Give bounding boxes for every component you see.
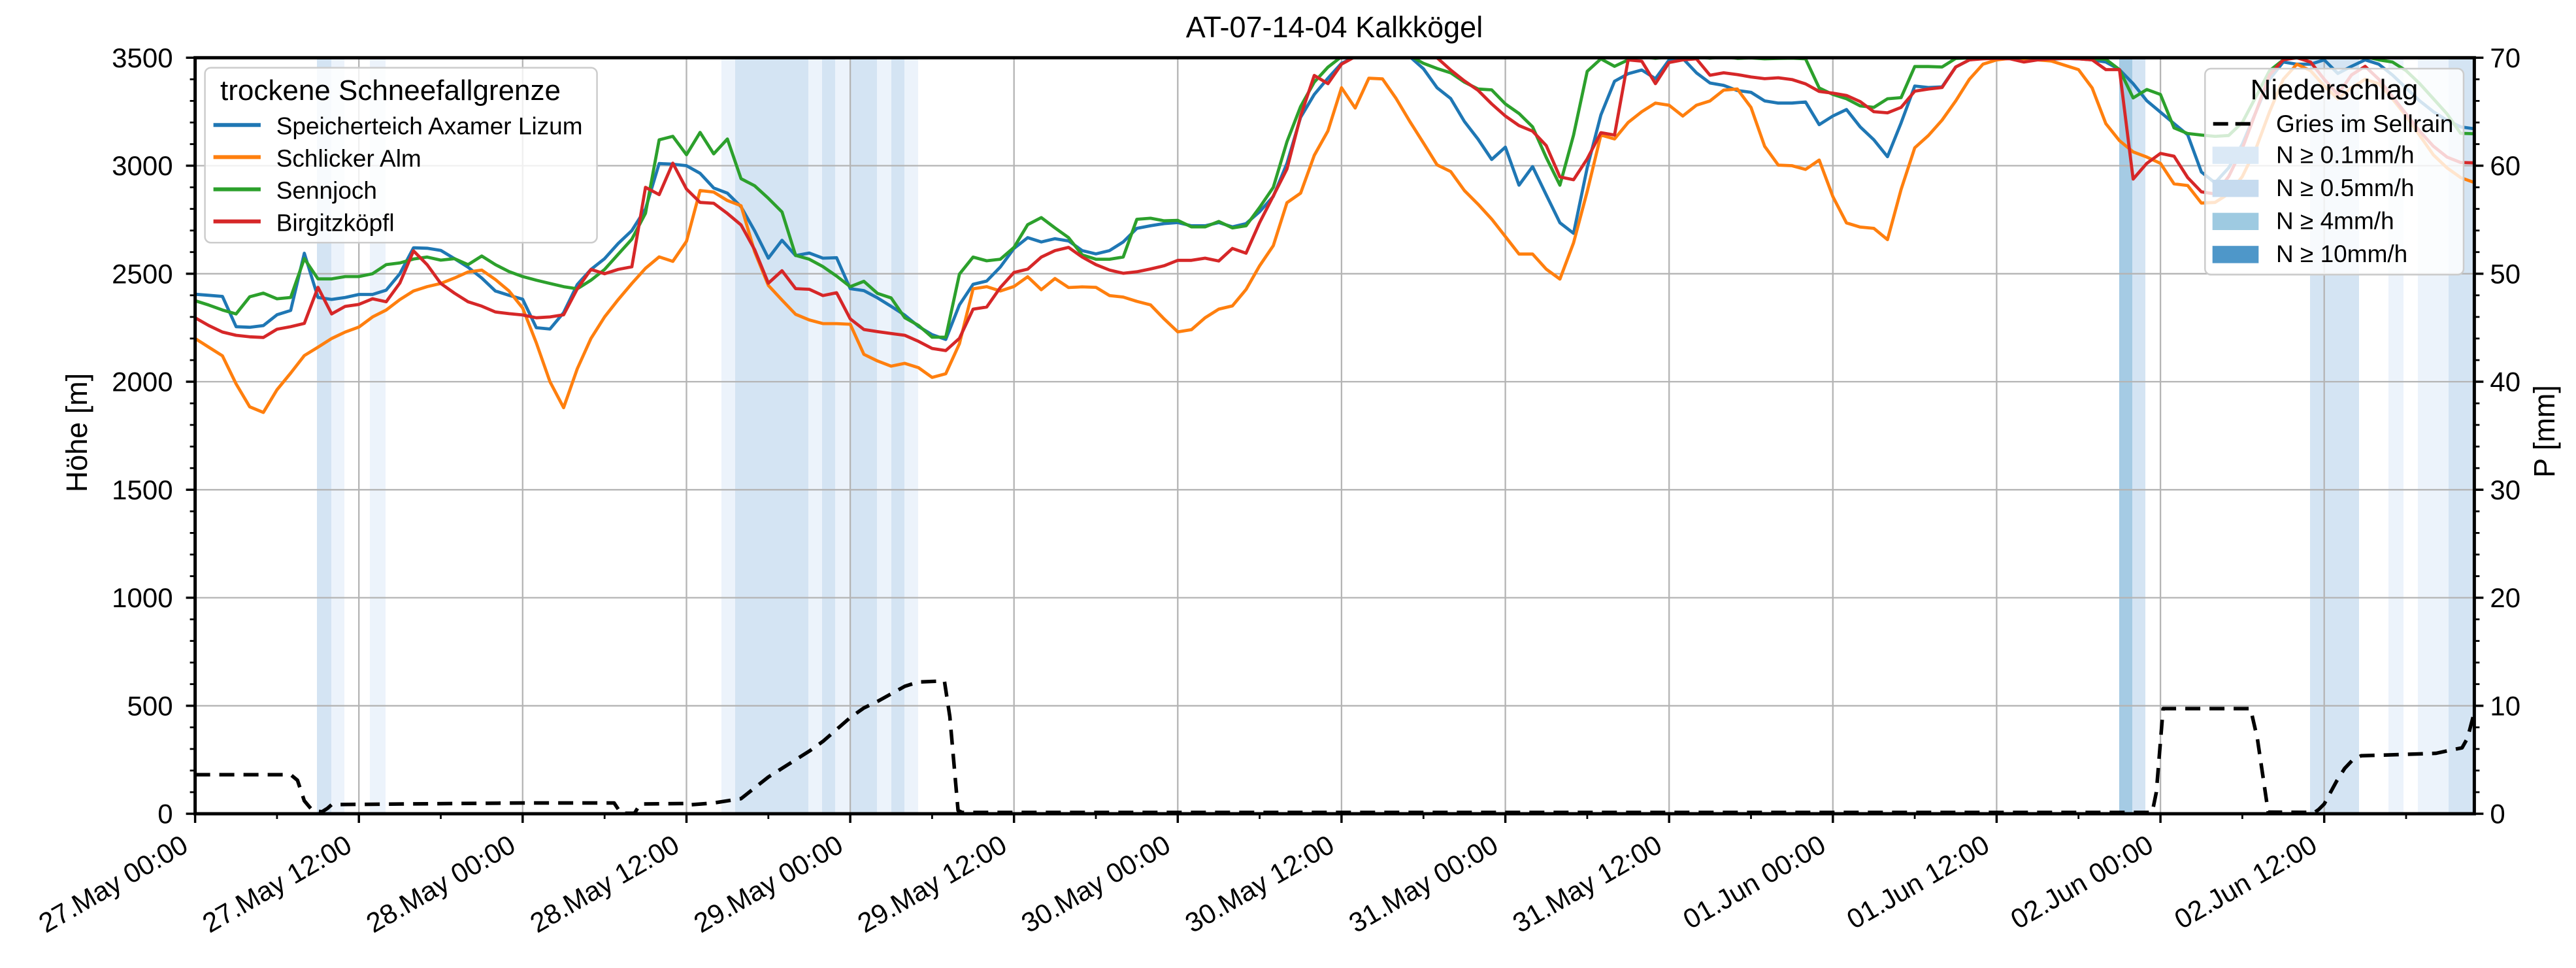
- svg-text:P [mm]: P [mm]: [2528, 385, 2561, 478]
- svg-text:Schlicker Alm: Schlicker Alm: [276, 145, 421, 172]
- svg-text:AT-07-14-04 Kalkkögel: AT-07-14-04 Kalkkögel: [1186, 10, 1483, 44]
- svg-text:0: 0: [157, 799, 173, 829]
- svg-text:30: 30: [2490, 475, 2520, 505]
- svg-text:Speicherteich Axamer Lizum: Speicherteich Axamer Lizum: [276, 113, 583, 140]
- svg-text:N ≥ 4mm/h: N ≥ 4mm/h: [2276, 208, 2394, 235]
- svg-text:Sennjoch: Sennjoch: [276, 177, 377, 204]
- svg-text:20: 20: [2490, 582, 2520, 613]
- svg-text:60: 60: [2490, 150, 2520, 181]
- svg-text:50: 50: [2490, 258, 2520, 289]
- svg-text:Birgitzköpfl: Birgitzköpfl: [276, 209, 395, 236]
- svg-text:500: 500: [127, 690, 173, 721]
- svg-text:1000: 1000: [112, 582, 173, 613]
- svg-text:N ≥ 10mm/h: N ≥ 10mm/h: [2276, 241, 2407, 267]
- svg-text:Höhe [m]: Höhe [m]: [60, 373, 93, 493]
- svg-text:3500: 3500: [112, 42, 173, 73]
- svg-text:40: 40: [2490, 367, 2520, 397]
- svg-text:Gries im Sellrain: Gries im Sellrain: [2276, 110, 2453, 137]
- svg-text:2000: 2000: [112, 367, 173, 397]
- svg-text:N ≥ 0.1mm/h: N ≥ 0.1mm/h: [2276, 141, 2415, 168]
- svg-text:N ≥ 0.5mm/h: N ≥ 0.5mm/h: [2276, 175, 2415, 201]
- svg-text:10: 10: [2490, 690, 2520, 721]
- svg-text:70: 70: [2490, 42, 2520, 73]
- svg-text:Niederschlag: Niederschlag: [2251, 74, 2419, 106]
- svg-text:0: 0: [2490, 799, 2505, 829]
- svg-text:3000: 3000: [112, 150, 173, 181]
- svg-text:trockene Schneefallgrenze: trockene Schneefallgrenze: [220, 75, 561, 107]
- svg-text:2500: 2500: [112, 258, 173, 289]
- svg-text:1500: 1500: [112, 475, 173, 505]
